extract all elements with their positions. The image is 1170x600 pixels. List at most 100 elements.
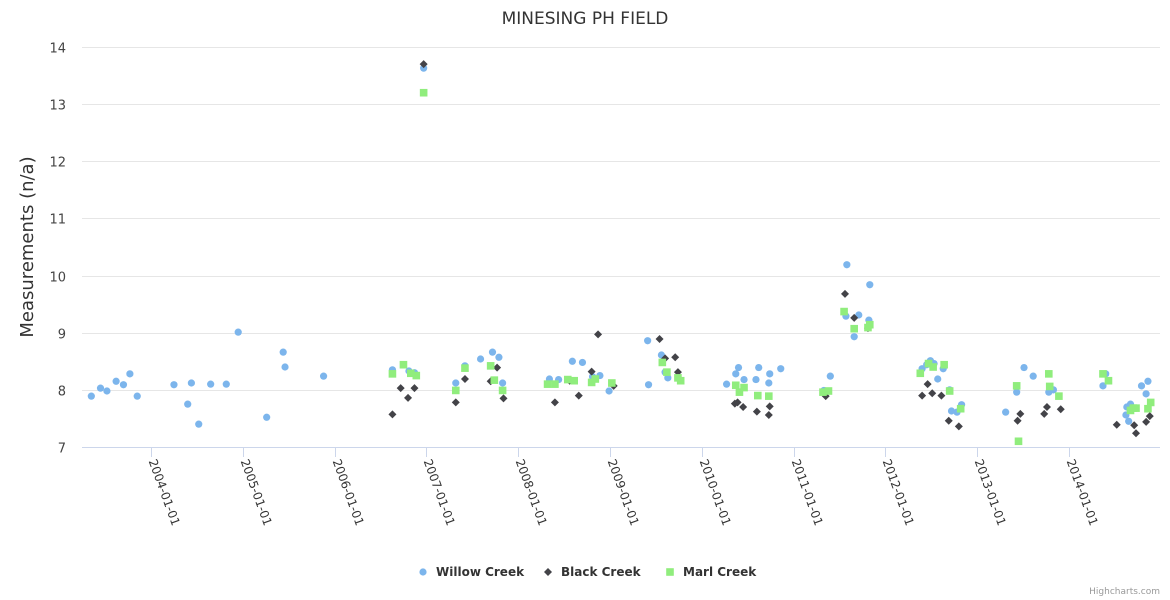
data-point[interactable] — [663, 368, 671, 376]
data-point[interactable] — [187, 379, 195, 387]
data-point[interactable] — [184, 400, 192, 408]
data-point[interactable] — [865, 320, 874, 329]
data-point[interactable] — [764, 411, 773, 419]
legend-item-willow-creek[interactable]: Willow Creek — [419, 565, 525, 579]
data-point[interactable] — [676, 376, 685, 385]
data-point[interactable] — [1042, 403, 1051, 411]
data-point[interactable] — [733, 398, 742, 407]
data-point[interactable] — [388, 410, 397, 419]
data-point[interactable] — [1020, 363, 1028, 372]
data-point[interactable] — [195, 420, 203, 428]
legend-marker-diamond-icon[interactable] — [544, 568, 552, 576]
data-point[interactable] — [133, 392, 141, 400]
data-point[interactable] — [916, 369, 925, 378]
data-point[interactable] — [731, 381, 740, 390]
data-point[interactable] — [1045, 370, 1053, 378]
data-point[interactable] — [591, 375, 600, 383]
data-point[interactable] — [563, 375, 572, 384]
data-point[interactable] — [119, 381, 128, 389]
data-point[interactable] — [452, 379, 460, 387]
data-point[interactable] — [451, 386, 460, 395]
data-point[interactable] — [1144, 404, 1152, 413]
data-point[interactable] — [419, 60, 428, 69]
data-point[interactable] — [947, 407, 956, 415]
data-point[interactable] — [551, 380, 559, 388]
data-point[interactable] — [410, 384, 419, 393]
data-point[interactable] — [605, 387, 613, 395]
data-point[interactable] — [765, 402, 774, 411]
data-point[interactable] — [103, 387, 111, 395]
data-point[interactable] — [753, 391, 762, 400]
data-point[interactable] — [112, 377, 120, 385]
data-point[interactable] — [170, 381, 178, 389]
data-point[interactable] — [460, 375, 469, 383]
data-point[interactable] — [755, 363, 763, 372]
data-point[interactable] — [944, 416, 953, 425]
data-point[interactable] — [1055, 392, 1063, 400]
data-point[interactable] — [126, 370, 134, 378]
data-point[interactable] — [1142, 417, 1151, 426]
data-point[interactable] — [1029, 372, 1037, 380]
data-point[interactable] — [1012, 382, 1021, 390]
data-point[interactable] — [222, 380, 230, 388]
data-point[interactable] — [735, 388, 744, 396]
data-point[interactable] — [850, 333, 858, 341]
data-point[interactable] — [766, 370, 774, 378]
data-point[interactable] — [929, 363, 937, 371]
data-point[interactable] — [1130, 421, 1139, 430]
legend-marker-square-icon[interactable] — [666, 568, 674, 576]
legend-item-marl-creek[interactable]: Marl Creek — [666, 565, 757, 579]
data-point[interactable] — [406, 369, 415, 378]
data-point[interactable] — [1013, 388, 1021, 396]
data-point[interactable] — [486, 362, 495, 370]
data-point[interactable] — [934, 375, 942, 383]
data-point[interactable] — [1146, 398, 1155, 407]
data-point[interactable] — [658, 358, 667, 367]
data-point[interactable] — [570, 376, 578, 385]
data-point[interactable] — [87, 392, 95, 400]
data-point[interactable] — [1040, 409, 1049, 418]
data-point[interactable] — [937, 391, 946, 400]
data-point[interactable] — [1137, 382, 1146, 390]
data-point[interactable] — [826, 372, 834, 380]
data-point[interactable] — [918, 391, 927, 400]
data-point[interactable] — [940, 360, 948, 369]
data-point[interactable] — [319, 372, 328, 380]
data-point[interactable] — [740, 383, 748, 392]
data-point[interactable] — [1002, 408, 1010, 416]
data-point[interactable] — [644, 381, 653, 389]
data-point[interactable] — [396, 384, 405, 393]
data-point[interactable] — [1016, 409, 1025, 418]
data-point[interactable] — [850, 324, 858, 333]
data-point[interactable] — [819, 388, 827, 396]
data-point[interactable] — [866, 281, 874, 289]
data-point[interactable] — [739, 403, 748, 411]
data-point[interactable] — [404, 393, 413, 402]
data-point[interactable] — [499, 394, 508, 403]
data-point[interactable] — [1112, 420, 1121, 429]
data-point[interactable] — [587, 367, 596, 376]
legend-item-black-creek[interactable]: Black Creek — [544, 565, 642, 579]
data-point[interactable] — [734, 363, 743, 372]
data-point[interactable] — [493, 363, 502, 372]
data-point[interactable] — [732, 370, 740, 378]
data-point[interactable] — [671, 353, 680, 362]
credits-link[interactable]: Highcharts.com — [1089, 587, 1160, 597]
data-point[interactable] — [412, 371, 421, 380]
data-point[interactable] — [495, 353, 503, 361]
data-point[interactable] — [644, 337, 652, 345]
data-point[interactable] — [388, 370, 397, 378]
data-point[interactable] — [843, 261, 851, 269]
data-point[interactable] — [956, 404, 965, 413]
data-point[interactable] — [490, 376, 499, 384]
data-point[interactable] — [568, 357, 576, 365]
data-point[interactable] — [594, 330, 603, 339]
data-point[interactable] — [954, 422, 963, 431]
data-point[interactable] — [419, 88, 428, 97]
data-point[interactable] — [664, 374, 672, 382]
data-point[interactable] — [281, 363, 289, 371]
data-point[interactable] — [1125, 417, 1133, 425]
data-point[interactable] — [451, 398, 460, 407]
data-point[interactable] — [498, 379, 507, 387]
data-point[interactable] — [279, 348, 287, 356]
